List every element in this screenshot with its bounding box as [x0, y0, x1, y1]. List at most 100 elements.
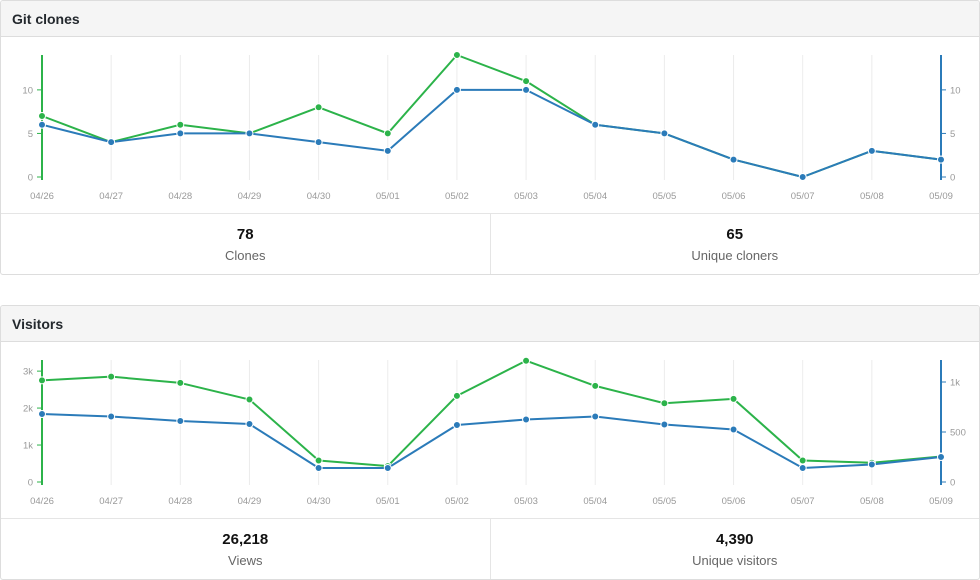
clones-series-blue-point — [314, 138, 323, 147]
clones-series-blue-point — [937, 155, 945, 164]
visitors-series-green-point — [729, 394, 738, 403]
clones-left-tick-label: 10 — [22, 85, 33, 96]
visitors-series-green-point — [522, 356, 531, 365]
visitors-chart: 04/26 04/27 04/28 04/29 04/30 05/01 05/02 05/03… — [23, 356, 966, 507]
clones-count: 78 — [236, 226, 254, 243]
unique-cloners-count: 65 — [726, 226, 744, 243]
clones-series-green-point — [38, 112, 46, 120]
visitors-series-green-point — [591, 381, 600, 390]
clones-series-blue-point — [245, 129, 254, 138]
clones-x-tick-label: 05/06 — [722, 191, 746, 202]
clones-x-tick-label: 05/02 — [445, 191, 469, 202]
visitors-left-tick-label: 0 — [28, 478, 33, 489]
visitors-series-green-point — [660, 399, 669, 408]
clones-series-blue-point — [107, 138, 116, 147]
clones-x-tick-label: 05/08 — [860, 191, 884, 202]
clones-x-tick-label: 04/30 — [307, 191, 331, 202]
clones-series-blue-point — [591, 120, 600, 129]
clones-x-tick-label: 04/28 — [168, 191, 192, 202]
clones-right-tick-label: 5 — [950, 129, 955, 140]
visitors-x-tick-label: 04/30 — [307, 496, 331, 507]
visitors-series-blue-point — [383, 464, 392, 472]
unique-visitors-label: Unique visitors — [692, 553, 778, 568]
clones-series-blue-point — [383, 146, 392, 155]
visitors-title: Visitors — [1, 306, 979, 342]
visitors-x-tick-label: 05/03 — [514, 496, 538, 507]
visitors-panel: Visitors 04/26 04/27 04/28 04/29 04/30 05/01 0… — [0, 305, 980, 580]
visitors-series-green-point — [38, 376, 46, 385]
clones-series-blue-point — [522, 85, 531, 94]
unique-cloners-label: Unique cloners — [691, 248, 779, 263]
unique-visitors-stat: 4,390 Unique visitors — [489, 519, 980, 579]
visitors-series-blue-point — [522, 415, 531, 424]
clones-x-tick-label: 04/29 — [238, 191, 262, 202]
visitors-x-tick-label: 05/01 — [376, 496, 400, 507]
clones-left-tick-label: 5 — [28, 129, 33, 140]
visitors-series-blue-point — [867, 460, 876, 469]
visitors-series-green-point — [798, 456, 807, 465]
clones-series-blue-point — [660, 129, 669, 138]
clones-x-tick-label: 05/05 — [652, 191, 676, 202]
visitors-series-blue-point — [107, 412, 116, 421]
visitors-series-blue-point — [591, 412, 600, 421]
clones-series-green-point — [314, 103, 323, 112]
views-label: Views — [228, 553, 263, 568]
visitors-series-blue-line — [41, 413, 942, 469]
visitors-x-tick-label: 04/27 — [99, 496, 123, 507]
visitors-x-tick-label: 05/08 — [860, 496, 884, 507]
visitors-series-green-line — [41, 359, 942, 468]
unique-cloners-stat: 65 Unique cloners — [489, 214, 980, 274]
visitors-series-blue-point — [176, 417, 185, 425]
visitors-series-blue-point — [314, 464, 323, 472]
visitors-series-blue-point — [729, 425, 738, 434]
visitors-series-green-point — [314, 456, 323, 465]
visitors-x-tick-label: 05/09 — [929, 496, 953, 507]
git-clones-stats: 78 Clones 65 Unique cloners — [1, 214, 979, 274]
clones-series-blue-point — [729, 155, 738, 164]
clones-left-tick-label: 0 — [28, 173, 33, 184]
visitors-series-blue-point — [937, 453, 945, 461]
visitors-x-tick-label: 05/04 — [583, 496, 607, 507]
visitors-series-green-point — [107, 372, 116, 381]
clones-series-green-point — [452, 51, 461, 59]
visitors-x-tick-label: 04/26 — [30, 496, 54, 507]
clones-series-blue-point — [452, 85, 461, 94]
visitors-left-tick-label: 2k — [23, 404, 33, 415]
clones-series-green-line — [41, 54, 942, 178]
visitors-x-tick-label: 04/29 — [238, 496, 262, 507]
visitors-x-tick-label: 05/05 — [652, 496, 676, 507]
clones-right-tick-label: 0 — [950, 173, 955, 184]
clones-stat: 78 Clones — [1, 214, 490, 274]
visitors-left-tick-label: 1k — [23, 441, 33, 452]
visitors-right-tick-label: 500 — [950, 428, 966, 439]
visitors-series-blue-point — [660, 420, 669, 429]
clones-x-tick-label: 05/03 — [514, 191, 538, 202]
visitors-x-tick-label: 05/06 — [722, 496, 746, 507]
visitors-series-blue-point — [452, 421, 461, 429]
visitors-series-blue-point — [245, 420, 254, 428]
git-clones-panel: Git clones 04/26 04/27 04/28 04/29 04/30 05/0… — [0, 0, 980, 275]
visitors-series-green-point — [245, 395, 254, 404]
clones-x-tick-label: 04/26 — [30, 191, 54, 202]
clones-right-tick-label: 10 — [950, 85, 961, 96]
visitors-x-tick-label: 05/07 — [791, 496, 815, 507]
visitors-series-green-point — [452, 391, 461, 400]
clones-series-blue-point — [176, 129, 185, 138]
clones-x-tick-label: 05/04 — [583, 191, 607, 202]
visitors-series-green-point — [176, 378, 185, 387]
clones-series-blue-point — [38, 120, 46, 129]
git-clones-chart: 04/26 04/27 04/28 04/29 04/30 05/01 05/02 05/03… — [22, 51, 961, 202]
views-count: 26,218 — [222, 531, 269, 548]
unique-visitors-count: 4,390 — [715, 531, 754, 548]
visitors-x-tick-label: 04/28 — [168, 496, 192, 507]
clones-series-green-point — [383, 129, 392, 138]
visitors-right-tick-label: 1k — [950, 378, 960, 389]
clones-series-green-point — [176, 120, 185, 129]
views-stat: 26,218 Views — [1, 519, 490, 579]
clones-series-blue-point — [867, 146, 876, 155]
clones-series-green-point — [522, 77, 531, 86]
visitors-x-tick-label: 05/02 — [445, 496, 469, 507]
clones-series-blue-point — [798, 173, 807, 181]
git-clones-title: Git clones — [1, 1, 979, 37]
clones-x-tick-label: 05/07 — [791, 191, 815, 202]
